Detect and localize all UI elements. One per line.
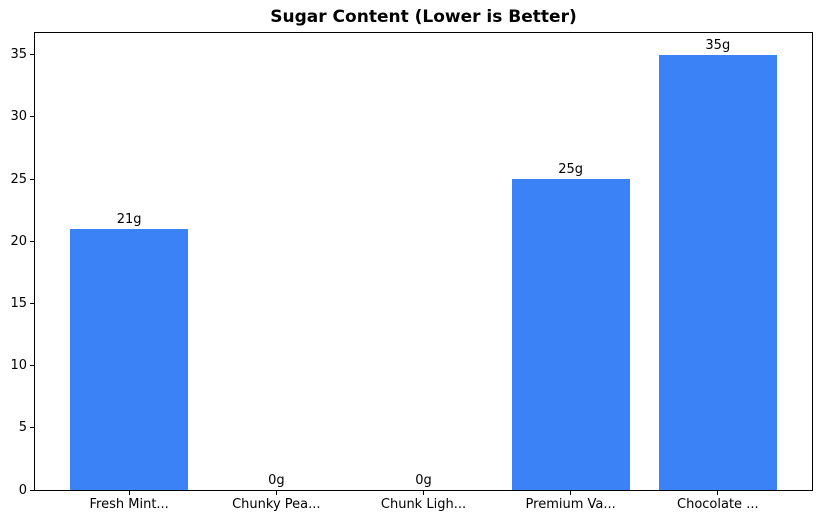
x-tick-mark	[717, 490, 719, 495]
x-tick-label: Premium Va...	[525, 497, 616, 512]
x-tick-label: Chunky Pea...	[232, 497, 321, 512]
x-tick-mark	[570, 490, 572, 495]
y-tick-label: 20	[10, 233, 27, 249]
y-tick-label: 5	[18, 420, 27, 436]
y-tick-label: 30	[10, 109, 27, 125]
y-tick-mark	[30, 427, 35, 429]
bar-value-label: 25g	[558, 162, 584, 178]
bar	[70, 228, 189, 490]
y-tick-mark	[30, 302, 35, 304]
bar-value-label: 21g	[116, 211, 142, 227]
bar-value-label: 0g	[268, 473, 285, 488]
plot-area: 0 5 10 15 20 25 30 35 21g Fresh Mint... 0g Chunky P…	[10, 32, 813, 512]
x-tick-mark	[423, 490, 424, 495]
y-tick-label: 35	[10, 47, 27, 63]
chart-title: Sugar Content (Lower is Better)	[270, 7, 577, 27]
x-tick-mark	[128, 490, 130, 495]
bar	[658, 54, 777, 490]
y-tick-mark	[30, 116, 35, 118]
x-tick-label: Chocolate ...	[677, 497, 759, 512]
y-tick-mark	[30, 489, 35, 491]
y-tick-label: 25	[10, 171, 27, 187]
y-tick-label: 15	[10, 295, 27, 311]
y-tick-mark	[30, 178, 35, 180]
bar-value-label: 0g	[415, 473, 432, 488]
y-tick-mark	[30, 365, 35, 367]
x-tick-mark	[275, 490, 277, 495]
x-tick-label: Fresh Mint...	[89, 497, 169, 512]
y-tick-label: 10	[10, 358, 27, 374]
y-tick-mark	[30, 54, 35, 56]
y-tick-mark	[30, 240, 35, 242]
x-tick-label: Chunk Ligh...	[380, 497, 467, 512]
bar	[511, 179, 630, 490]
y-tick-label: 0	[18, 482, 27, 498]
bar-value-label: 35g	[705, 37, 731, 53]
